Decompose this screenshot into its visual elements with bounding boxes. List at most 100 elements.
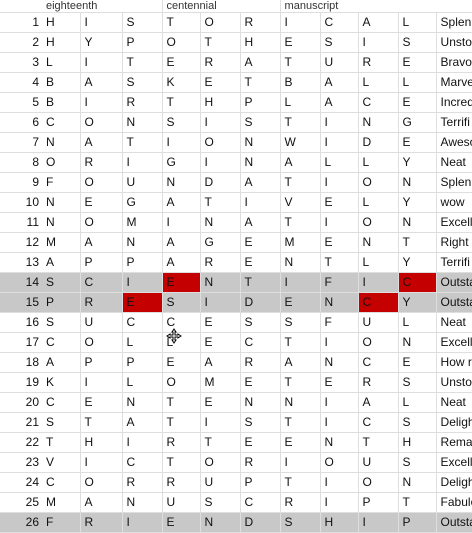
table-row[interactable]: 3 L I T E R A T U R E Bravo [0,52,472,73]
letter-cell[interactable]: M [280,232,321,253]
letter-cell[interactable]: T [200,32,241,53]
letter-cell[interactable]: G [398,112,437,133]
letter-cell[interactable]: R [240,352,281,373]
letter-cell[interactable]: I [80,52,123,73]
letter-cell[interactable]: E [240,432,281,453]
letter-cell[interactable]: Y [398,152,437,173]
letter-cell[interactable]: A [320,92,359,113]
letter-cell[interactable]: L [162,332,201,353]
table-row[interactable]: 18 A P P E A R A N C E How r [0,352,472,373]
letter-cell[interactable]: O [80,472,123,493]
letter-cell[interactable]: I [358,32,399,53]
letter-cell[interactable]: O [200,132,241,153]
letter-cell[interactable]: P [42,292,81,313]
letter-cell[interactable]: L [122,332,163,353]
letter-cell[interactable]: U [80,312,123,333]
letter-cell[interactable]: H [240,32,281,53]
letter-cell[interactable]: E [320,232,359,253]
word-cell[interactable]: How r [436,352,472,373]
row-number[interactable]: 10 [0,192,42,213]
letter-cell[interactable]: A [358,392,399,413]
letter-cell[interactable]: O [320,452,359,473]
word-cell[interactable]: Excelle [436,332,472,353]
letter-cell[interactable]: N [398,212,437,233]
table-row[interactable]: 6 C O N S I S T I N G Terrifi [0,112,472,133]
word-cell[interactable]: Incred [436,92,472,113]
letter-cell[interactable]: R [80,152,123,173]
letter-cell[interactable]: S [398,32,437,53]
letter-cell[interactable]: R [80,512,123,533]
letter-cell[interactable]: E [200,332,241,353]
letter-cell[interactable]: I [320,212,359,233]
table-row[interactable]: 15PRESIDENCYOutsta [0,292,472,313]
word-cell[interactable]: Fabulo [436,492,472,513]
letter-cell[interactable]: A [80,72,123,93]
letter-cell[interactable]: I [320,332,359,353]
letter-cell[interactable]: I [320,492,359,513]
letter-cell[interactable]: T [42,432,81,453]
header-cell[interactable]: centennial [162,0,281,13]
letter-cell[interactable]: M [42,492,81,513]
row-number[interactable]: 25 [0,492,42,513]
letter-cell[interactable]: P [80,352,123,373]
word-cell[interactable]: wow [436,192,472,213]
letter-cell[interactable]: E [80,192,123,213]
letter-cell[interactable]: H [320,512,359,533]
letter-cell[interactable]: T [162,92,201,113]
letter-cell[interactable]: R [122,472,163,493]
letter-cell[interactable]: I [122,512,163,533]
letter-cell[interactable]: R [358,52,399,73]
letter-cell[interactable]: A [80,492,123,513]
letter-cell[interactable]: G [162,152,201,173]
letter-cell[interactable]: C [358,352,399,373]
word-cell[interactable]: Right [436,232,472,253]
word-cell[interactable]: Deligh [436,472,472,493]
letter-cell[interactable]: C [240,332,281,353]
letter-cell[interactable]: S [280,312,321,333]
letter-cell[interactable]: U [200,472,241,493]
letter-cell[interactable]: E [280,32,321,53]
letter-cell[interactable]: N [200,212,241,233]
word-cell[interactable]: Excelle [436,212,472,233]
letter-cell[interactable]: N [240,392,281,413]
table-row[interactable]: 12 M A N A G E M E N T Right [0,232,472,253]
letter-cell[interactable]: E [240,232,281,253]
word-cell[interactable]: Aweso [436,132,472,153]
letter-cell[interactable]: N [320,352,359,373]
letter-cell[interactable]: C [42,472,81,493]
letter-cell[interactable]: I [200,152,241,173]
letter-cell[interactable]: A [162,232,201,253]
letter-cell[interactable]: I [162,212,201,233]
letter-cell[interactable]: I [280,12,321,33]
word-cell[interactable]: Terrifi [436,112,472,133]
word-cell[interactable]: Outsta [436,272,472,293]
letter-cell[interactable]: E [162,352,201,373]
letter-cell[interactable]: N [122,492,163,513]
letter-cell[interactable]: R [240,452,281,473]
letter-cell[interactable]: O [80,172,123,193]
word-cell[interactable]: Neat [436,312,472,333]
row-number[interactable]: 6 [0,112,42,133]
row-number[interactable]: 20 [0,392,42,413]
letter-cell[interactable]: E [200,392,241,413]
letter-cell[interactable]: F [42,512,81,533]
letter-cell[interactable]: S [280,512,321,533]
word-cell[interactable]: Splen [436,12,472,33]
header-cell[interactable]: eighteenth [42,0,163,13]
letter-cell[interactable]: N [42,212,81,233]
letter-cell[interactable]: H [200,92,241,113]
letter-cell[interactable]: O [80,212,123,233]
table-row[interactable]: 19 K I L O M E T E R S Unsto [0,372,472,393]
letter-cell[interactable]: T [162,452,201,473]
row-number[interactable]: 12 [0,232,42,253]
row-number[interactable]: 15 [0,292,42,313]
letter-cell[interactable]: A [240,212,281,233]
letter-cell[interactable]: T [398,232,437,253]
letter-cell[interactable]: P [398,512,437,533]
letter-cell[interactable]: C [42,392,81,413]
letter-cell[interactable]: S [200,492,241,513]
letter-cell[interactable]: C [398,272,437,293]
letter-cell[interactable]: S [42,272,81,293]
letter-cell[interactable]: N [358,232,399,253]
